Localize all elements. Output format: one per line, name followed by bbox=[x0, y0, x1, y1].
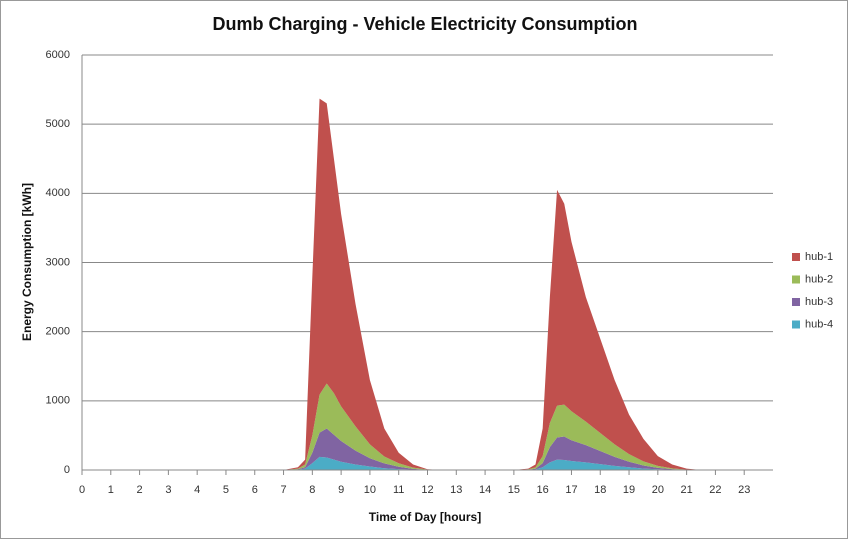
x-tick-label: 4 bbox=[194, 484, 200, 496]
x-tick-label: 1 bbox=[108, 484, 114, 496]
legend-label: hub-3 bbox=[805, 296, 833, 308]
y-tick-label: 4000 bbox=[46, 187, 70, 199]
x-tick-label: 2 bbox=[137, 484, 143, 496]
x-tick-label: 13 bbox=[450, 484, 462, 496]
y-tick-label: 6000 bbox=[46, 49, 70, 61]
x-tick-label: 17 bbox=[565, 484, 577, 496]
legend-swatch bbox=[792, 275, 800, 284]
x-tick-label: 0 bbox=[79, 484, 85, 496]
area bbox=[82, 98, 773, 470]
x-tick-label: 11 bbox=[393, 484, 404, 496]
x-tick-label: 10 bbox=[364, 484, 376, 496]
y-tick-label: 5000 bbox=[46, 118, 70, 130]
x-tick-label: 9 bbox=[338, 484, 344, 496]
y-tick-label: 2000 bbox=[46, 326, 70, 338]
y-tick-label: 3000 bbox=[46, 256, 70, 268]
area bbox=[82, 456, 773, 470]
x-axis-title: Time of Day [hours] bbox=[369, 510, 481, 524]
x-tick-label: 22 bbox=[709, 484, 721, 496]
x-tick-label: 5 bbox=[223, 484, 229, 496]
x-tick-label: 18 bbox=[594, 484, 606, 496]
chart-title: Dumb Charging - Vehicle Electricity Cons… bbox=[212, 14, 637, 34]
area bbox=[82, 428, 773, 470]
y-axis-title: Energy Consumption [kWh] bbox=[20, 183, 34, 341]
x-tick-label: 16 bbox=[537, 484, 549, 496]
legend-swatch bbox=[792, 298, 800, 306]
legend-label: hub-1 bbox=[805, 251, 833, 263]
x-tick-label: 8 bbox=[309, 484, 315, 496]
x-tick-label: 6 bbox=[252, 484, 258, 496]
legend-label: hub-4 bbox=[805, 318, 833, 330]
x-tick-label: 21 bbox=[681, 484, 693, 496]
x-tick-label: 12 bbox=[421, 484, 433, 496]
x-tick-label: 15 bbox=[508, 484, 520, 496]
x-tick-label: 3 bbox=[165, 484, 171, 496]
y-tick-label: 0 bbox=[64, 464, 70, 476]
y-tick-label: 1000 bbox=[46, 395, 70, 407]
legend-swatch bbox=[792, 253, 800, 261]
legend-label: hub-2 bbox=[805, 273, 833, 285]
legend-swatch bbox=[792, 320, 800, 329]
area bbox=[82, 383, 773, 470]
x-tick-label: 14 bbox=[479, 484, 491, 496]
x-tick-label: 7 bbox=[280, 484, 286, 496]
x-tick-label: 23 bbox=[738, 484, 750, 496]
x-tick-label: 20 bbox=[652, 484, 664, 496]
x-tick-label: 19 bbox=[623, 484, 635, 496]
